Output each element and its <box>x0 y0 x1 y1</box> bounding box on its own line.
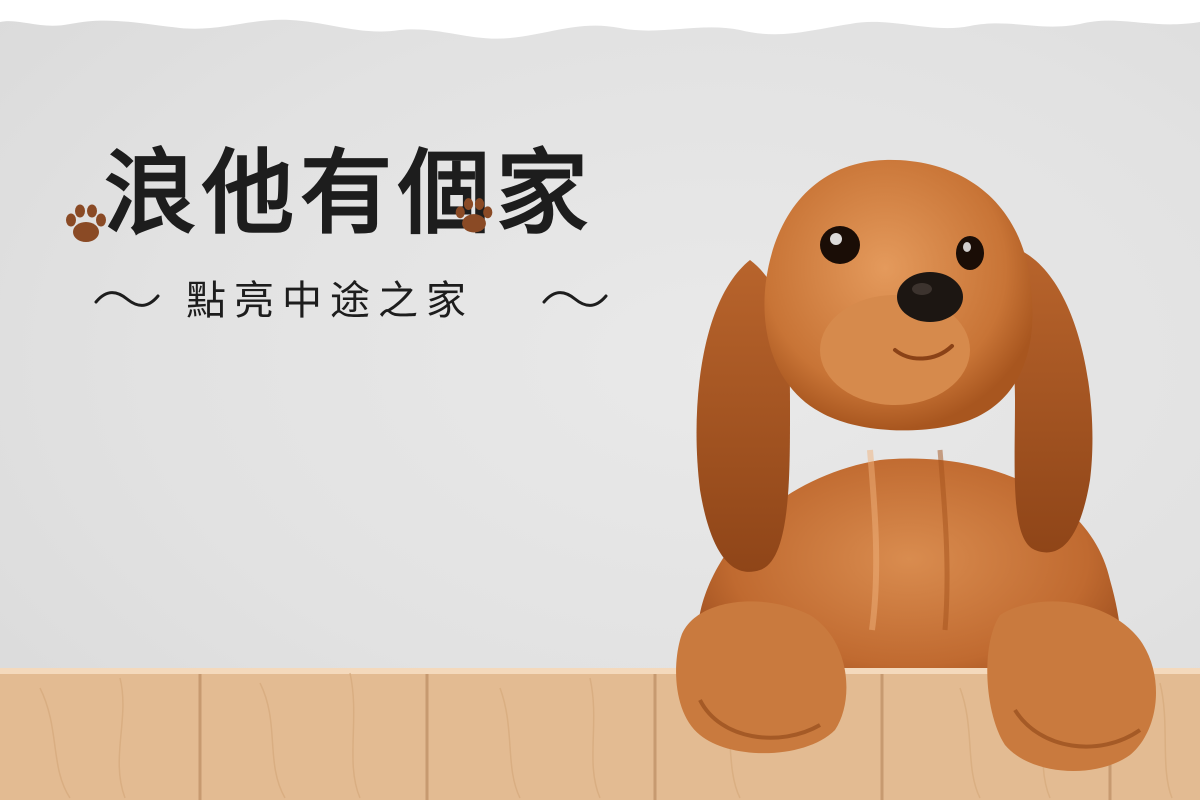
page-title: 浪他有個家 <box>104 140 595 247</box>
headline: 浪他有個家 <box>62 138 682 258</box>
subtitle: 點亮中途之家 <box>186 278 474 324</box>
tilde-ornament-icon <box>542 291 608 307</box>
tilde-ornament-icon <box>94 291 160 307</box>
torn-paper-edge <box>0 0 1200 39</box>
subtitle-row: 點亮中途之家 <box>92 276 612 328</box>
paw-print-icon <box>455 198 493 233</box>
paw-print-icon <box>66 204 106 242</box>
wooden-fence <box>0 668 1200 800</box>
